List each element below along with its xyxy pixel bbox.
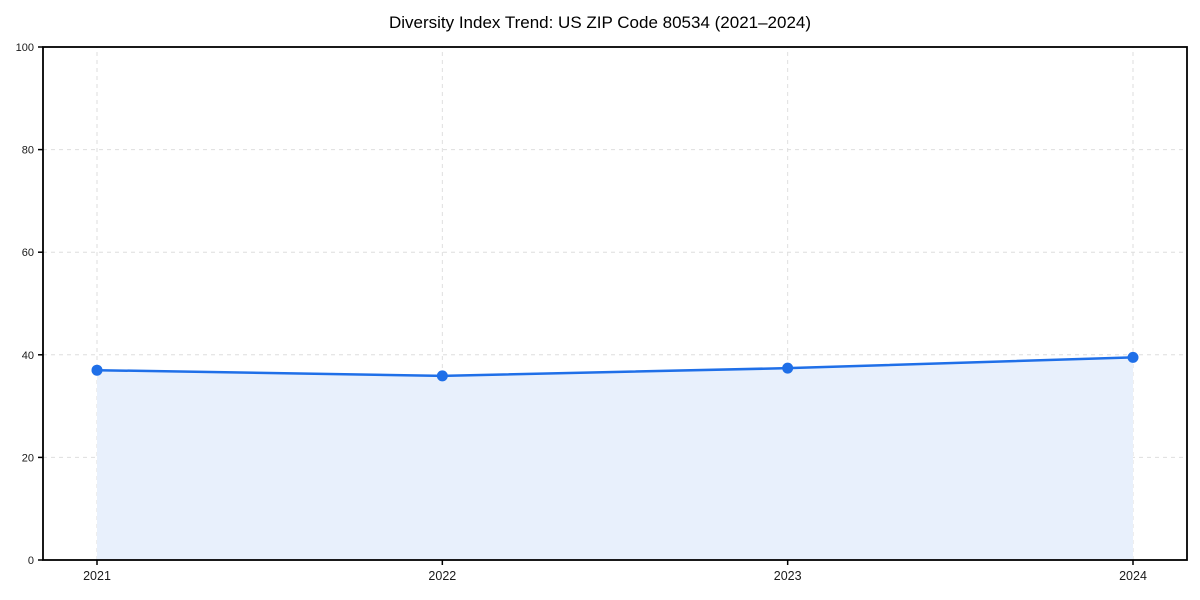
data-point-marker [436, 370, 448, 382]
chart-title: Diversity Index Trend: US ZIP Code 80534… [388, 13, 812, 32]
y-axis-tick-label: 0 [28, 555, 34, 567]
y-axis-tick-label: 60 [22, 247, 34, 259]
x-axis-tick-label: 2023 [774, 569, 802, 583]
trend-line [95, 356, 1135, 378]
y-axis-tick-label: 40 [22, 350, 34, 362]
y-axis-tick-label: 80 [22, 145, 34, 157]
x-axis-tick-label: 2024 [1119, 569, 1147, 583]
data-point-marker [91, 364, 103, 376]
x-axis-tick-label: 2021 [83, 569, 111, 583]
data-point-marker [1127, 351, 1139, 363]
y-axis-tick-label: 100 [16, 42, 34, 54]
y-axis-tick-label: 20 [22, 452, 34, 464]
area-fill [97, 357, 1133, 560]
axis-frame [42, 46, 1188, 561]
data-point-marker [782, 362, 794, 374]
x-axis-tick-label: 2022 [428, 569, 456, 583]
